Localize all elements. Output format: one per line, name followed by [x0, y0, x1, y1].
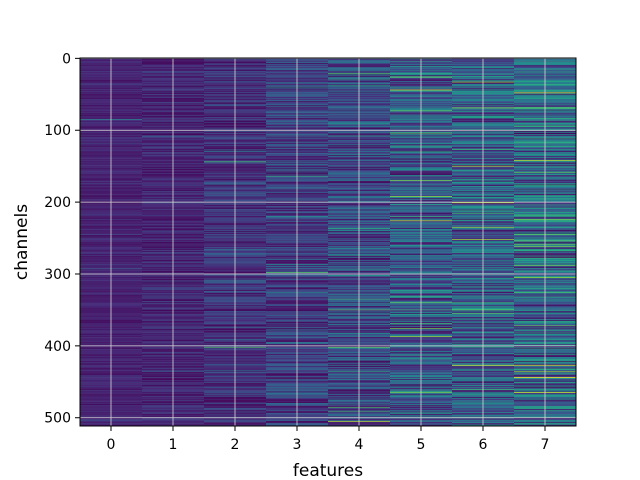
y-tick-label: 500 — [44, 411, 71, 427]
y-tick-label: 400 — [44, 339, 71, 355]
x-tick-label: 2 — [231, 437, 240, 453]
y-tick-label: 200 — [44, 195, 71, 211]
plot-frame — [79, 57, 577, 427]
heatmap-cells — [80, 58, 577, 427]
y-tick-label: 100 — [44, 123, 71, 139]
x-tick-label: 0 — [107, 437, 116, 453]
x-axis-label: features — [293, 461, 363, 480]
plot-area — [79, 57, 577, 427]
x-tick-label: 3 — [293, 437, 302, 453]
x-tick-label: 1 — [169, 437, 178, 453]
x-tick-label: 6 — [479, 437, 488, 453]
x-tick-label: 4 — [355, 437, 364, 453]
grid-lines — [80, 57, 576, 426]
x-tick-label: 5 — [417, 437, 426, 453]
y-tick-label: 300 — [44, 267, 71, 283]
y-tick-label: 0 — [62, 51, 71, 67]
x-tick-label: 7 — [541, 437, 550, 453]
x-axis: 0 1 2 3 4 5 6 7 — [107, 426, 550, 453]
y-axis: 0 100 200 300 400 500 — [44, 51, 80, 427]
y-axis-label: channels — [12, 204, 32, 280]
